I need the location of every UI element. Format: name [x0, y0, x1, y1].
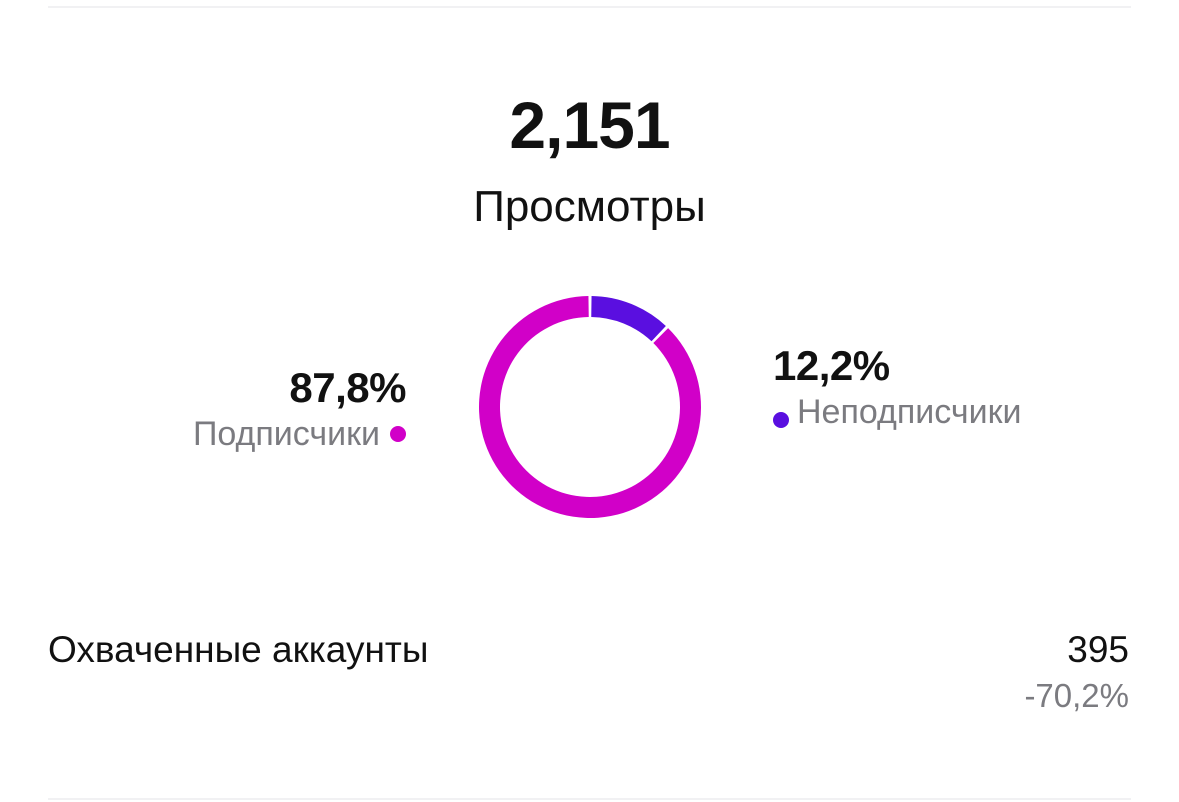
followers-legend: Подписчики	[193, 414, 406, 454]
bottom-divider	[48, 798, 1131, 800]
non-followers-label: Неподписчики	[797, 393, 1022, 431]
non-followers-legend: Неподписчики	[773, 392, 1042, 432]
accounts-reached-values: 395 -70,2%	[1024, 626, 1129, 718]
donut-svg	[479, 296, 701, 518]
accounts-reached-label: Охваченные аккаунты	[48, 629, 429, 670]
followers-dot-icon	[390, 426, 406, 442]
non-followers-dot-icon	[773, 412, 789, 428]
accounts-reached-value: 395	[1067, 629, 1129, 670]
accounts-reached-change: -70,2%	[1024, 677, 1129, 714]
followers-label: Подписчики	[192, 415, 380, 453]
donut-slice-followers	[479, 296, 701, 518]
top-divider	[48, 6, 1131, 8]
donut-slice-non-followers	[591, 296, 666, 342]
non-followers-stat: 12,2% Неподписчики	[773, 340, 1042, 432]
followers-stat: 87,8% Подписчики	[193, 362, 407, 454]
accounts-reached-row[interactable]: Охваченные аккаунты 395 -70,2%	[48, 626, 1129, 718]
non-followers-percent: 12,2%	[773, 342, 890, 389]
followers-percent: 87,8%	[289, 364, 406, 411]
views-total-label: Просмотры	[473, 182, 706, 231]
views-total-value: 2,151	[509, 88, 670, 162]
views-donut-chart	[478, 295, 702, 519]
